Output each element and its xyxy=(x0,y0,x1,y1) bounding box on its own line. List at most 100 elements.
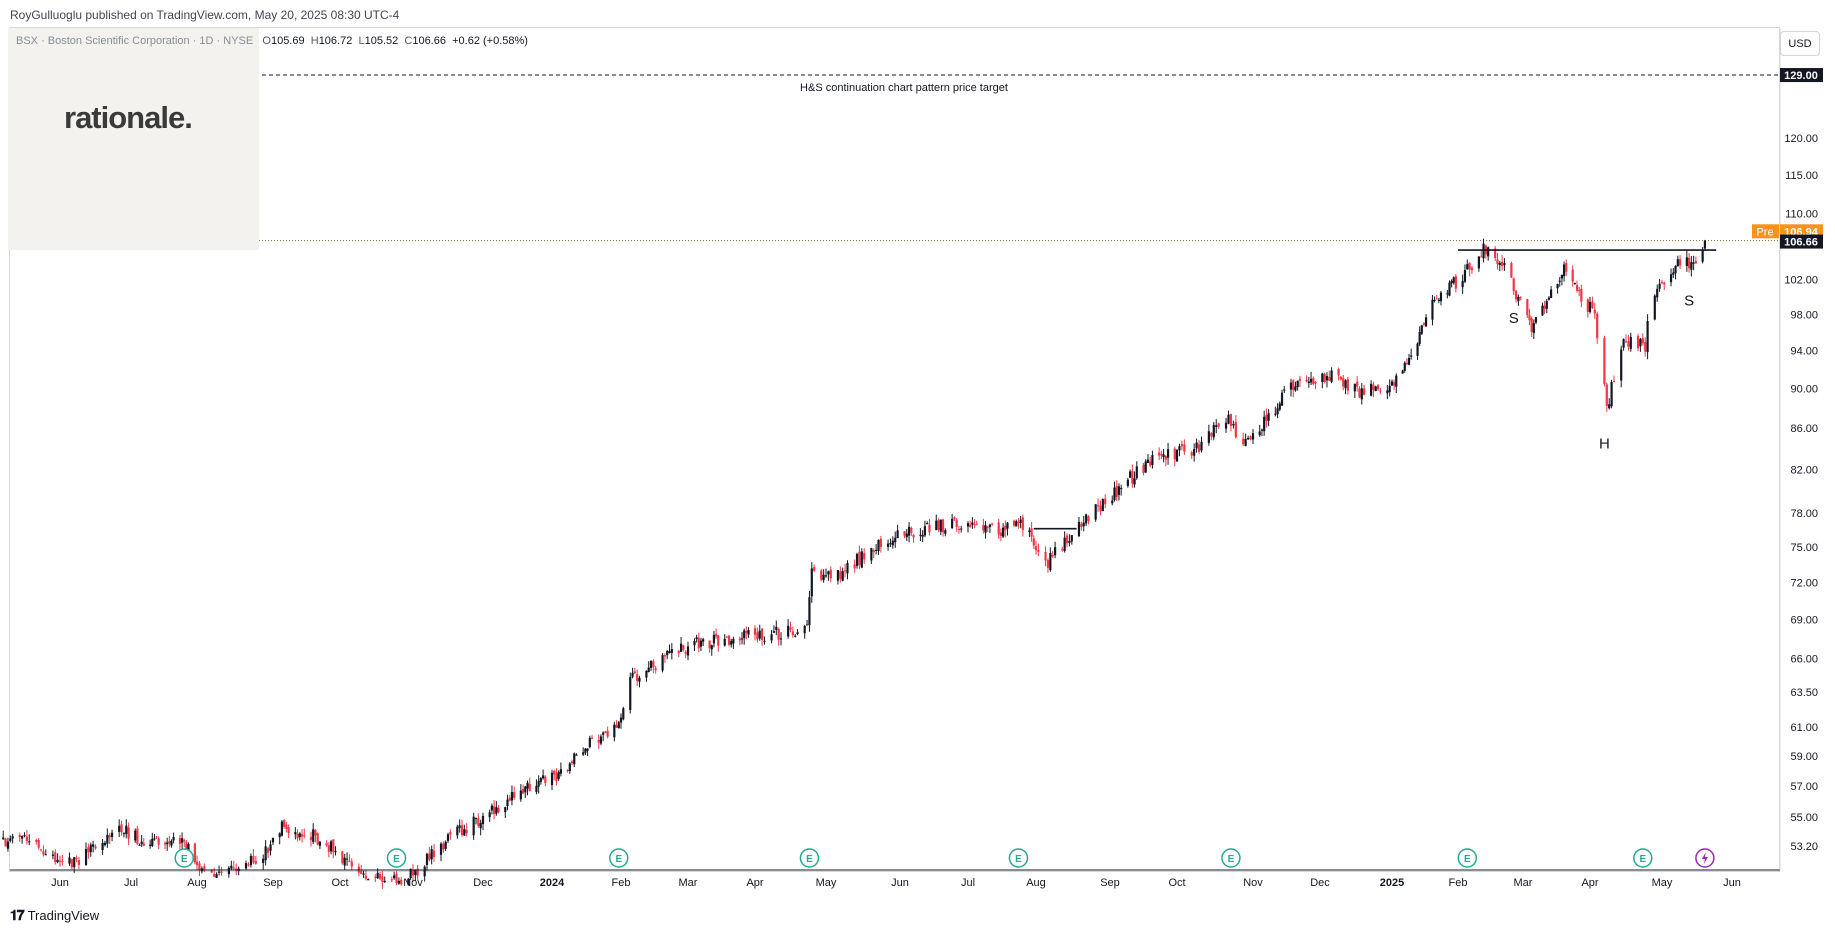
candle-body xyxy=(740,638,744,640)
earnings-circle xyxy=(799,848,820,868)
candle-body xyxy=(597,739,600,743)
candle-body xyxy=(1294,386,1297,391)
x-tick-label: Apr xyxy=(746,877,763,889)
candle-body xyxy=(575,754,578,756)
candle-body xyxy=(1242,438,1245,445)
candle-body xyxy=(9,838,12,841)
earnings-icon[interactable]: E xyxy=(174,848,194,868)
candle-body xyxy=(725,636,729,638)
earnings-icon[interactable]: E xyxy=(799,848,820,868)
tradingview-logo-icon: 𝟏𝟕 xyxy=(10,907,25,923)
candle-body xyxy=(254,860,257,864)
candle-body xyxy=(210,869,213,873)
candle-body xyxy=(1115,485,1118,498)
candle-body xyxy=(285,824,288,829)
candle-body xyxy=(21,836,24,839)
candle-body xyxy=(1454,276,1457,289)
candle-body xyxy=(586,748,589,751)
candle-body xyxy=(986,526,989,528)
candle-body xyxy=(758,630,761,639)
watermark-panel xyxy=(8,28,259,250)
candle-body xyxy=(1433,299,1436,301)
candle-body xyxy=(693,640,696,646)
candle-body xyxy=(677,650,680,654)
candle-body xyxy=(1111,500,1114,504)
candle-body xyxy=(28,841,31,843)
currency-button[interactable]: USD xyxy=(1780,31,1820,56)
candle-body xyxy=(1470,267,1474,271)
candle-body xyxy=(269,844,272,851)
earnings-icon[interactable]: E xyxy=(1221,848,1241,868)
price-label-3: 106.66 xyxy=(1780,234,1823,249)
candle-body xyxy=(1212,424,1215,438)
candle-body xyxy=(606,730,609,737)
upcoming-event-icon[interactable] xyxy=(1695,848,1715,868)
candle-body xyxy=(1543,305,1546,309)
candle-body xyxy=(1514,290,1518,300)
candle-body xyxy=(193,843,196,863)
candle-body xyxy=(988,524,992,527)
candle-body xyxy=(1562,264,1566,277)
candle-body xyxy=(966,523,970,527)
candle-body xyxy=(481,815,485,825)
pattern-label-s-3: S xyxy=(1684,292,1694,309)
candle-body xyxy=(1160,454,1163,456)
candle-body xyxy=(827,571,830,575)
x-tick-label: Oct xyxy=(331,877,348,889)
candle-body xyxy=(300,834,304,837)
x-tick-label: 2025 xyxy=(1380,877,1404,889)
candle-body xyxy=(519,790,522,800)
earnings-glyph: E xyxy=(181,854,188,865)
candle-body xyxy=(1224,422,1228,429)
candle-body xyxy=(316,833,319,845)
candle-body xyxy=(1077,521,1081,537)
candle-body xyxy=(1096,505,1100,507)
candle-body xyxy=(521,789,525,794)
earnings-icon[interactable]: E xyxy=(609,848,629,868)
candle-body xyxy=(1653,295,1656,320)
candle-body xyxy=(566,770,569,772)
candle-body xyxy=(439,843,443,855)
candle-body xyxy=(1410,355,1413,357)
candle-body xyxy=(393,875,396,879)
candle-body xyxy=(474,818,478,820)
candle-body xyxy=(51,854,54,856)
symbol-legend: BSX · Boston Scientific Corporation · 1D… xyxy=(16,35,528,47)
earnings-icon[interactable]: E xyxy=(386,848,407,868)
candle-body xyxy=(101,842,104,850)
candle-body xyxy=(863,553,866,560)
candle-body xyxy=(1388,385,1391,393)
x-tick-label: Aug xyxy=(187,877,207,889)
candle-body xyxy=(2,837,5,840)
x-tick-label: 2024 xyxy=(540,877,565,889)
candle-body xyxy=(381,876,384,882)
candle-body xyxy=(1015,521,1018,527)
y-tick-label: 94.00 xyxy=(1790,346,1818,358)
candle-body xyxy=(955,519,958,527)
candle-body xyxy=(89,844,92,853)
candle-body xyxy=(896,530,899,539)
candle-body xyxy=(1658,283,1661,289)
candle-body xyxy=(432,850,436,858)
candle-body xyxy=(1487,247,1490,257)
candle-body xyxy=(1190,452,1193,456)
candle-body xyxy=(220,871,223,873)
candle-body xyxy=(1234,422,1237,438)
earnings-icon[interactable]: E xyxy=(1008,848,1029,868)
candle-body xyxy=(1101,499,1104,512)
candle-body xyxy=(1496,259,1499,265)
candle-body xyxy=(1353,383,1356,392)
pre-badge-text: Pre xyxy=(1756,226,1773,238)
candle-body xyxy=(535,785,538,792)
candle-body xyxy=(1605,384,1608,406)
candle-body xyxy=(444,841,447,849)
candle-body xyxy=(1051,554,1054,557)
earnings-icon[interactable]: E xyxy=(1457,848,1478,868)
candle-body xyxy=(1164,455,1167,460)
candle-body xyxy=(58,860,62,862)
earnings-icon[interactable]: E xyxy=(1633,848,1653,868)
y-tick-label: 61.00 xyxy=(1790,722,1818,734)
candle-body xyxy=(923,526,927,536)
candle-body xyxy=(360,870,363,875)
